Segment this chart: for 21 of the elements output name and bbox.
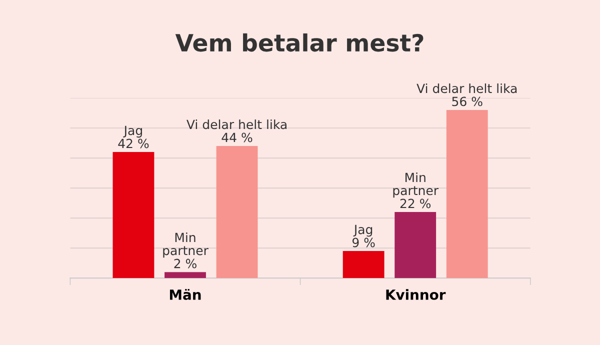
text: Min partner bbox=[163, 232, 208, 258]
text: Vi delar helt lika bbox=[186, 119, 286, 130]
data-label: 22 % bbox=[400, 198, 431, 208]
series-label: Jag bbox=[123, 126, 142, 138]
bar bbox=[164, 272, 206, 278]
series-label: Min partner bbox=[393, 172, 439, 198]
bar bbox=[216, 146, 258, 278]
bar bbox=[446, 110, 488, 278]
text: Jag bbox=[353, 224, 372, 237]
bar bbox=[394, 212, 436, 278]
series-label: Vi delar helt lika bbox=[416, 83, 517, 94]
data-label: 2 % bbox=[174, 258, 196, 268]
chart-title: Vem betalar mest? bbox=[175, 33, 424, 52]
data-label: 44 % bbox=[222, 132, 252, 142]
x-tick-label: Män bbox=[170, 288, 201, 300]
data-label: 9 % bbox=[352, 238, 375, 248]
data-label: 56 % bbox=[452, 96, 482, 106]
data-label: 42 % bbox=[118, 138, 149, 148]
bar bbox=[342, 251, 384, 278]
x-tick-label: Kvinnor bbox=[386, 289, 446, 300]
bar bbox=[112, 152, 154, 278]
